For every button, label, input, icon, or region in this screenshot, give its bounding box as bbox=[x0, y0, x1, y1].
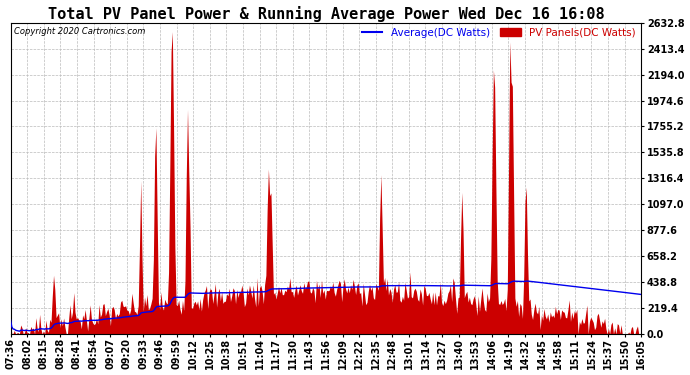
Text: Copyright 2020 Cartronics.com: Copyright 2020 Cartronics.com bbox=[14, 27, 145, 36]
Title: Total PV Panel Power & Running Average Power Wed Dec 16 16:08: Total PV Panel Power & Running Average P… bbox=[48, 6, 604, 21]
Legend: Average(DC Watts), PV Panels(DC Watts): Average(DC Watts), PV Panels(DC Watts) bbox=[362, 28, 636, 38]
